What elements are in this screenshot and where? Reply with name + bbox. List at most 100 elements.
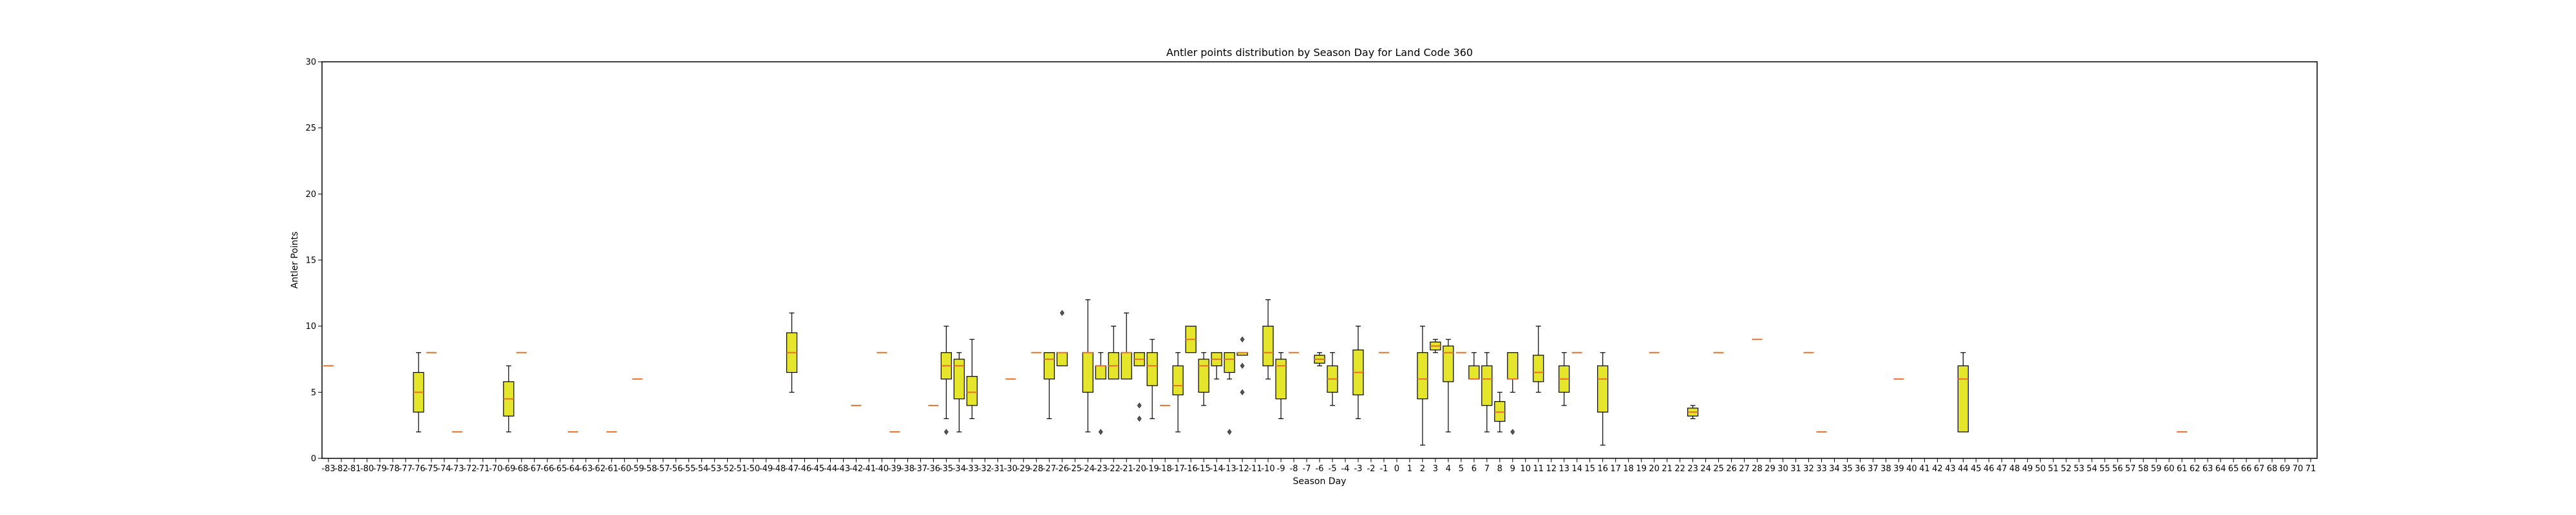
x-tick-label: 40 [1906,464,1917,474]
outlier-point [1098,429,1103,435]
x-tick-label: -11 [1248,464,1262,474]
x-tick-label: 24 [1700,464,1711,474]
outlier-point [1510,429,1515,435]
x-tick-label: -15 [1197,464,1210,474]
x-tick-label: 63 [2202,464,2213,474]
x-tick-label: -42 [849,464,863,474]
x-tick-label: -7 [1303,464,1311,474]
box-group [1558,352,1570,406]
x-tick-label: 65 [2228,464,2239,474]
box-group [1146,339,1158,420]
box-iqr [1507,352,1519,380]
x-tick-label: 17 [1610,464,1621,474]
x-tick-label: -33 [965,464,979,474]
box-group [1327,352,1338,406]
x-tick-label: -52 [721,464,734,474]
box-iqr [1172,365,1184,396]
x-tick-label: -35 [940,464,953,474]
x-tick-label: 53 [2074,464,2085,474]
box-group [953,352,965,433]
box-group [1533,326,1544,393]
box-group [940,326,952,435]
x-tick-label: -36 [927,464,940,474]
x-tick-label: -34 [952,464,966,474]
x-tick-label: -48 [772,464,786,474]
outlier-point [1059,310,1065,316]
x-tick-label: -47 [785,464,799,474]
x-tick-label: 13 [1558,464,1569,474]
x-tick-label: 26 [1726,464,1737,474]
x-tick-label: -68 [515,464,528,474]
box-iqr [1494,401,1506,422]
x-tick-label: 48 [2009,464,2020,474]
x-tick-label: -78 [386,464,399,474]
box-group [1687,405,1699,420]
box-iqr [1043,352,1055,380]
box-group [1275,352,1287,420]
box-iqr [1443,345,1454,382]
x-tick-label: -23 [1094,464,1108,474]
x-tick-label: -40 [875,464,889,474]
box-group [1507,352,1519,435]
x-tick-label: -19 [1146,464,1159,474]
x-tick-label: -55 [682,464,696,474]
x-tick-label: 70 [2293,464,2304,474]
x-tick-label: 49 [2022,464,2033,474]
box-group [1314,352,1325,366]
x-tick-label: -2 [1367,464,1375,474]
box-iqr [1224,352,1235,373]
x-tick-label: 46 [1984,464,1994,474]
box-iqr [1095,365,1106,380]
x-tick-label: 14 [1571,464,1582,474]
x-tick-label: -20 [1133,464,1146,474]
box-group [1417,326,1428,446]
box-iqr [1082,352,1094,393]
x-tick-label: 33 [1816,464,1827,474]
x-tick-label: -25 [1068,464,1082,474]
box-group [1108,326,1119,380]
x-tick-label: 19 [1636,464,1647,474]
x-tick-label: -66 [540,464,554,474]
x-tick-label: -64 [566,464,580,474]
box-group [1172,352,1184,433]
box-group [1056,310,1068,366]
x-tick-label: 69 [2280,464,2291,474]
x-tick-label: 36 [1855,464,1866,474]
x-tick-label: 28 [1752,464,1763,474]
box-iqr [1957,365,1969,433]
x-tick-label: 44 [1958,464,1969,474]
x-tick-label: -13 [1222,464,1236,474]
outlier-point [943,429,949,435]
x-tick-label: 32 [1803,464,1814,474]
x-tick-label: 39 [1893,464,1904,474]
x-tick-label: 6 [1472,464,1477,474]
box-group [1224,352,1235,435]
x-tick-label: -67 [527,464,541,474]
x-tick-label: 7 [1484,464,1490,474]
x-tick-label: 45 [1971,464,1982,474]
x-tick-label: 62 [2190,464,2201,474]
x-tick-label: -70 [489,464,502,474]
x-tick-label: -30 [1004,464,1018,474]
x-tick-label: 42 [1932,464,1943,474]
x-axis-label: Season Day [1293,476,1347,487]
x-tick-label: 47 [1996,464,2007,474]
box-iqr [1056,352,1068,366]
box-group [1121,312,1132,380]
box-iqr [1417,352,1428,400]
x-tick-label: -54 [695,464,708,474]
x-tick-label: 43 [1945,464,1956,474]
x-tick-label: 38 [1880,464,1891,474]
y-tick-label: 20 [305,190,316,200]
x-tick-label: 64 [2215,464,2226,474]
x-tick-label: 30 [1777,464,1788,474]
box-group [1443,339,1454,433]
x-tick-label: 56 [2112,464,2123,474]
x-tick-label: -74 [437,464,451,474]
x-tick-label: -22 [1107,464,1121,474]
outlier-point [1240,362,1245,369]
x-tick-label: -9 [1277,464,1285,474]
x-tick-label: -82 [334,464,348,474]
box-group [1211,352,1222,380]
chart-title: Antler points distribution by Season Day… [1166,46,1473,59]
